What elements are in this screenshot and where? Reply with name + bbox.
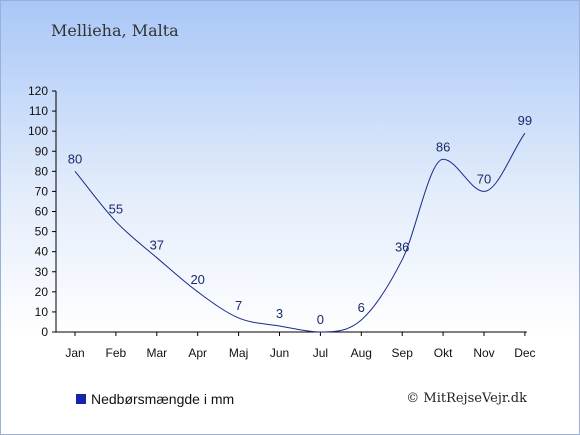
data-point (155, 256, 158, 259)
data-point (319, 331, 322, 334)
x-tick-label: Aug (351, 346, 372, 360)
y-tick-label: 50 (35, 225, 49, 239)
data-point (483, 190, 486, 193)
data-point (278, 324, 281, 327)
data-point (401, 258, 404, 261)
data-label: 80 (68, 151, 82, 166)
legend: Nedbørsmængde i mm (76, 391, 234, 407)
x-tick-label: Nov (473, 346, 494, 360)
data-label: 7 (235, 298, 242, 313)
series-line (74, 132, 526, 333)
data-label: 3 (276, 306, 283, 321)
data-point (114, 220, 117, 223)
y-tick-label: 120 (28, 84, 48, 98)
data-point (523, 132, 526, 135)
credit-text: © MitRejseVejr.dk (406, 391, 527, 406)
chart-title: Mellieha, Malta (51, 21, 179, 40)
x-tick-label: Maj (229, 346, 248, 360)
data-label: 36 (395, 240, 409, 255)
data-label: 99 (518, 113, 532, 128)
legend-swatch (76, 394, 86, 404)
y-tick-label: 110 (29, 104, 48, 118)
y-tick-label: 100 (28, 124, 48, 138)
x-tick-label: Apr (188, 346, 207, 360)
data-label: 6 (358, 300, 365, 315)
data-point (442, 158, 445, 161)
y-tick-label: 70 (35, 184, 49, 198)
data-label: 70 (477, 171, 491, 186)
data-label: 37 (150, 238, 164, 253)
data-label: 20 (190, 272, 204, 287)
y-tick-label: 40 (35, 245, 49, 259)
y-tick-label: 80 (35, 164, 49, 178)
y-tick-label: 10 (35, 305, 49, 319)
x-tick-label: Jun (270, 346, 289, 360)
y-tick-label: 90 (35, 144, 49, 158)
y-tick-label: 60 (35, 205, 49, 219)
y-tick-label: 0 (41, 325, 48, 339)
y-tick-label: 30 (35, 265, 49, 279)
data-label: 0 (317, 312, 324, 327)
x-tick-label: Feb (106, 346, 127, 360)
x-tick-label: Jan (65, 346, 84, 360)
data-point (360, 318, 363, 321)
x-tick-label: Dec (514, 346, 535, 360)
x-tick-label: Sep (392, 346, 414, 360)
y-tick-label: 20 (35, 285, 49, 299)
data-point (237, 316, 240, 319)
data-label: 55 (109, 202, 123, 217)
data-point (74, 170, 77, 173)
x-tick-label: Jul (313, 346, 328, 360)
data-point (196, 290, 199, 293)
x-tick-label: Okt (434, 346, 453, 360)
x-tick-label: Mar (146, 346, 167, 360)
data-label: 86 (436, 139, 450, 154)
legend-label: Nedbørsmængde i mm (91, 391, 235, 407)
